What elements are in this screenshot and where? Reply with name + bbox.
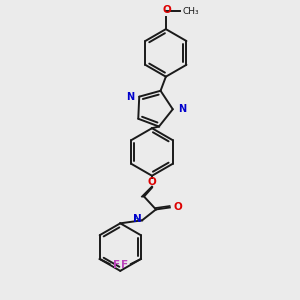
Text: O: O bbox=[163, 5, 171, 15]
Text: N: N bbox=[133, 214, 142, 224]
Text: O: O bbox=[174, 202, 182, 212]
Text: F: F bbox=[121, 260, 128, 270]
Text: F: F bbox=[112, 260, 120, 270]
Text: N: N bbox=[178, 104, 186, 114]
Text: H: H bbox=[133, 215, 140, 224]
Text: N: N bbox=[126, 92, 134, 102]
Text: CH₃: CH₃ bbox=[183, 7, 199, 16]
Text: O: O bbox=[148, 177, 156, 187]
